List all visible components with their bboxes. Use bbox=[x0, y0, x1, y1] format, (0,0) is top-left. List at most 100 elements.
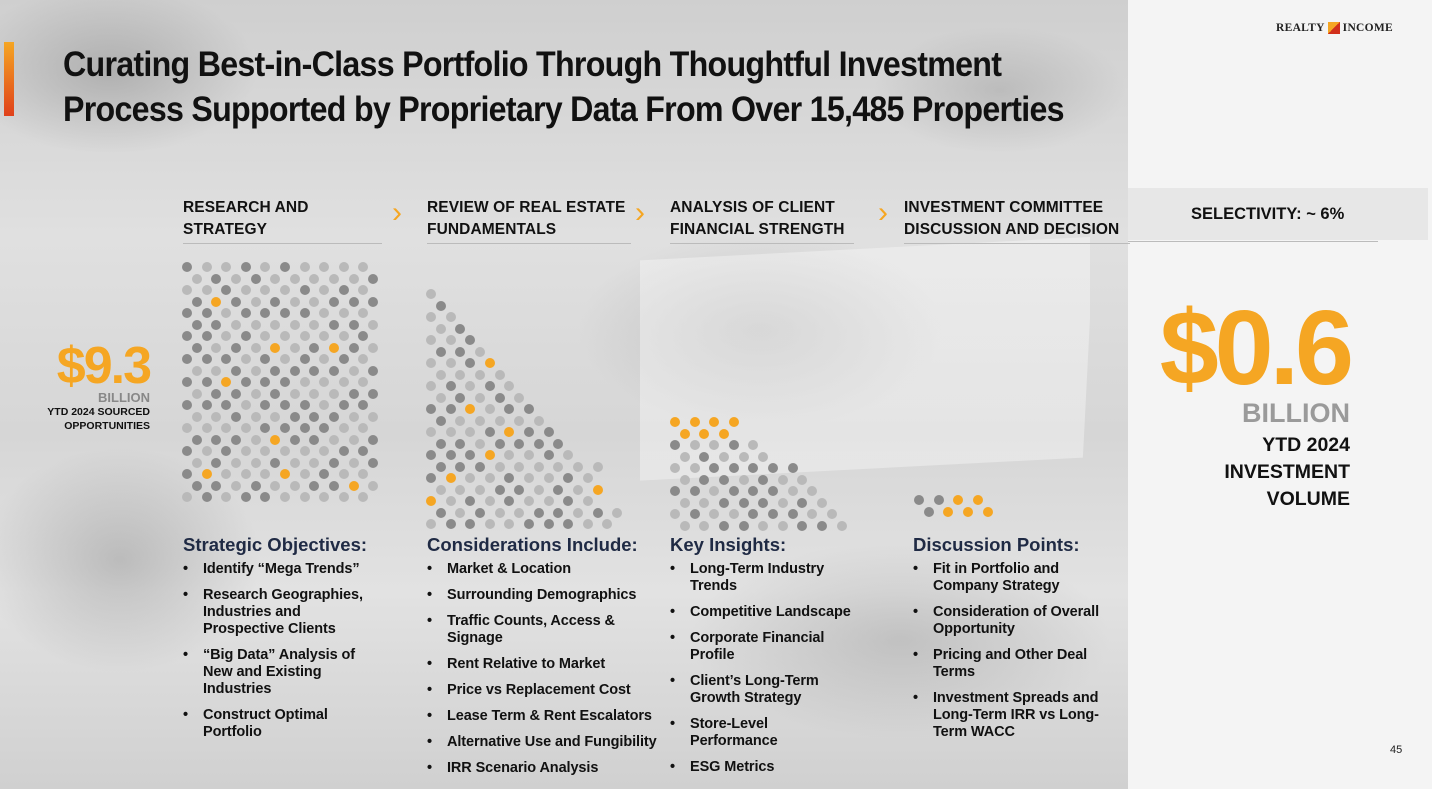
dot bbox=[533, 461, 544, 472]
dot bbox=[582, 496, 593, 506]
dot bbox=[201, 469, 212, 479]
dot bbox=[465, 496, 476, 506]
dot bbox=[435, 300, 446, 311]
dot bbox=[445, 335, 456, 345]
dot bbox=[221, 262, 232, 272]
dot bbox=[280, 492, 290, 502]
dot bbox=[494, 392, 505, 403]
dot bbox=[758, 520, 769, 531]
dot bbox=[221, 492, 232, 502]
dot bbox=[299, 400, 310, 410]
dot bbox=[329, 388, 339, 399]
dot bbox=[368, 434, 379, 445]
dot bbox=[602, 519, 613, 529]
dot bbox=[182, 262, 192, 272]
dot bbox=[797, 474, 808, 485]
dot bbox=[182, 469, 192, 479]
dot bbox=[465, 358, 476, 368]
dot bbox=[329, 342, 339, 353]
dot bbox=[728, 440, 739, 450]
dot bbox=[543, 450, 554, 460]
dot bbox=[211, 273, 222, 284]
dot bbox=[533, 484, 544, 495]
dot bbox=[270, 434, 281, 445]
dot bbox=[426, 427, 436, 437]
dot bbox=[553, 507, 564, 518]
dot bbox=[738, 451, 749, 462]
dot bbox=[719, 474, 729, 485]
dot bbox=[514, 507, 525, 518]
dot bbox=[280, 377, 290, 387]
dot bbox=[543, 427, 554, 437]
dot bbox=[426, 289, 436, 299]
dot bbox=[270, 342, 281, 353]
column-strategic-objectives: Strategic Objectives: Identify “Mega Tre… bbox=[183, 535, 383, 750]
dot bbox=[182, 492, 192, 502]
dot bbox=[943, 506, 954, 517]
company-logo: REALTY INCOME bbox=[1276, 22, 1393, 34]
dot bbox=[435, 461, 446, 472]
step-research: RESEARCH AND STRATEGY bbox=[183, 197, 382, 244]
dot bbox=[358, 423, 369, 433]
dot bbox=[338, 446, 349, 456]
dot bbox=[728, 509, 739, 519]
dot bbox=[465, 404, 476, 414]
dot bbox=[358, 308, 369, 318]
dot bbox=[260, 262, 271, 272]
dot bbox=[191, 319, 202, 330]
dot bbox=[670, 440, 680, 450]
dot bbox=[348, 388, 359, 399]
dot bbox=[484, 450, 495, 460]
dot bbox=[435, 507, 446, 518]
dot bbox=[738, 520, 749, 531]
dot bbox=[748, 463, 759, 473]
dot bbox=[221, 469, 232, 479]
dot bbox=[689, 486, 700, 496]
dot bbox=[689, 463, 700, 473]
dot bbox=[250, 480, 261, 491]
dot bbox=[358, 469, 369, 479]
logo-cube-icon bbox=[1327, 22, 1340, 34]
dot bbox=[445, 450, 456, 460]
dot bbox=[709, 486, 720, 496]
dot bbox=[348, 434, 359, 445]
dot bbox=[201, 400, 212, 410]
dot bbox=[338, 308, 349, 318]
dot bbox=[435, 392, 446, 403]
dot bbox=[299, 262, 310, 272]
investment-unit: BILLION bbox=[1242, 398, 1350, 428]
bullet-list: Long-Term Industry Trends Competitive La… bbox=[670, 561, 855, 776]
dot bbox=[426, 381, 436, 391]
bullet-list: Fit in Portfolio and Company Strategy Co… bbox=[913, 561, 1113, 741]
dot bbox=[787, 486, 798, 496]
dot bbox=[358, 331, 369, 341]
dot bbox=[679, 497, 690, 508]
dot bbox=[280, 446, 290, 456]
title-accent-bar bbox=[4, 42, 14, 116]
dot bbox=[514, 392, 525, 403]
list-item: Long-Term Industry Trends bbox=[670, 561, 830, 595]
dot bbox=[455, 415, 466, 426]
dot bbox=[475, 415, 485, 426]
dot bbox=[260, 285, 271, 295]
dot bbox=[289, 273, 300, 284]
dot bbox=[309, 388, 320, 399]
dot bbox=[524, 519, 534, 529]
dot bbox=[338, 492, 349, 502]
dot bbox=[777, 497, 788, 508]
dot bbox=[592, 484, 603, 495]
dot bbox=[358, 285, 369, 295]
dot bbox=[807, 509, 818, 519]
dot bbox=[494, 461, 505, 472]
dot bbox=[182, 446, 192, 456]
dot bbox=[504, 519, 515, 529]
dot bbox=[231, 342, 241, 353]
dot bbox=[514, 484, 525, 495]
dot bbox=[679, 520, 690, 531]
dot bbox=[191, 434, 202, 445]
dot bbox=[329, 434, 339, 445]
dot bbox=[748, 440, 759, 450]
dot bbox=[250, 434, 261, 445]
dot bbox=[533, 438, 544, 449]
dot bbox=[329, 365, 339, 376]
